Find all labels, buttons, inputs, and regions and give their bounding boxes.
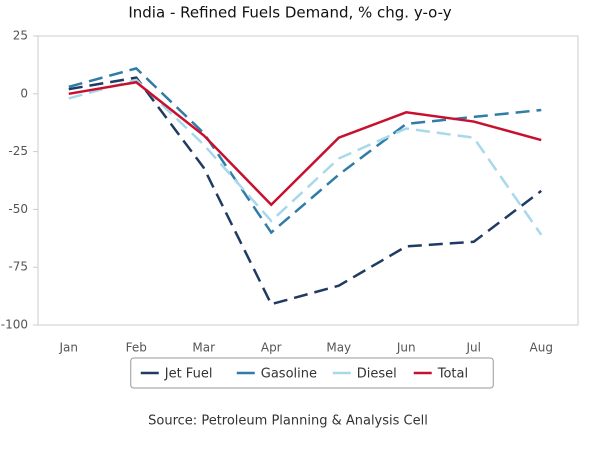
series-line <box>68 76 543 306</box>
x-tick-label: Mar <box>192 341 215 355</box>
y-tick-label: -25 <box>8 144 28 158</box>
x-tick-label: Feb <box>126 341 147 355</box>
legend-label: Jet Fuel <box>164 367 213 382</box>
y-tick-label: 0 <box>20 86 28 100</box>
y-tick-label: -50 <box>8 202 28 216</box>
legend-box <box>130 357 494 389</box>
y-tick-label: 25 <box>13 29 28 43</box>
series-line <box>68 78 543 236</box>
chart-title: India - Refined Fuels Demand, % chg. y-o… <box>128 4 451 22</box>
x-tick-label: May <box>326 341 351 355</box>
x-tick-label: Apr <box>261 341 282 355</box>
legend-label: Total <box>437 367 468 382</box>
x-tick-label: Aug <box>530 341 553 355</box>
y-tick-label: -75 <box>8 260 28 274</box>
series-line <box>68 80 542 207</box>
source-note: Source: Petroleum Planning & Analysis Ce… <box>148 414 428 429</box>
series-line <box>68 66 542 235</box>
x-tick-label: Jun <box>396 341 416 355</box>
x-tick-label: Jan <box>59 341 79 355</box>
plot-frame <box>37 35 579 326</box>
y-tick-label: -100 <box>1 318 28 332</box>
legend-label: Diesel <box>357 367 397 382</box>
x-tick-label: Jul <box>466 341 481 355</box>
legend-label: Gasoline <box>261 367 317 382</box>
